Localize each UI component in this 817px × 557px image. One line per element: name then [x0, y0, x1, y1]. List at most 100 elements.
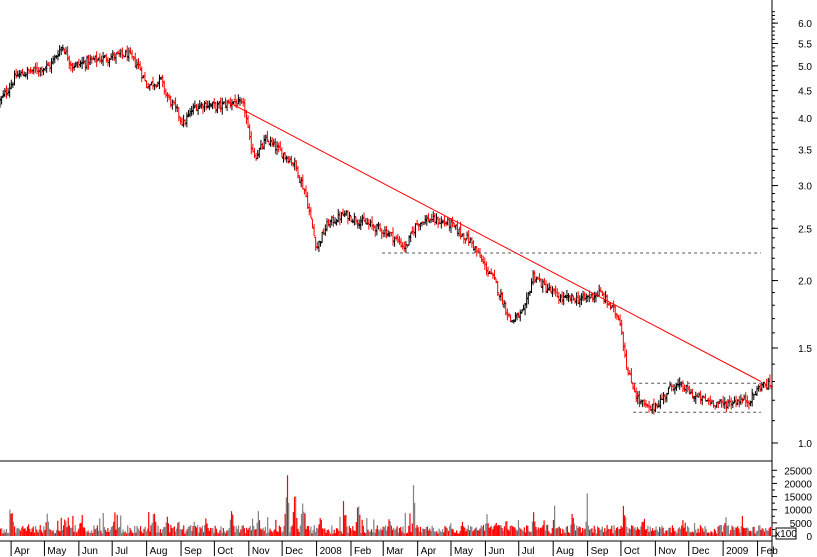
volume-bar	[247, 529, 249, 536]
volume-bar	[85, 530, 87, 536]
volume-tick-label: 0	[806, 532, 812, 543]
volume-bar	[689, 531, 691, 536]
volume-bar	[326, 530, 328, 536]
volume-bar	[521, 529, 523, 536]
volume-bar	[690, 532, 692, 536]
volume-bar	[50, 529, 52, 536]
volume-bar	[74, 525, 76, 536]
volume-bar	[150, 525, 152, 536]
volume-bar	[358, 506, 360, 536]
volume-bar	[428, 530, 430, 536]
volume-bar	[311, 533, 313, 536]
volume-bar	[516, 530, 518, 536]
volume-bar	[765, 527, 767, 536]
volume-bar	[242, 525, 244, 536]
volume-bar	[296, 518, 298, 536]
volume-bar	[201, 525, 203, 536]
volume-bar	[717, 526, 719, 536]
volume-bar	[616, 527, 619, 536]
volume-bar	[193, 521, 195, 536]
volume-bar	[104, 529, 107, 536]
volume-bar	[494, 524, 496, 536]
volume-bar	[709, 533, 711, 536]
volume-bar	[565, 527, 567, 536]
volume-bar	[759, 525, 761, 536]
volume-bar	[479, 528, 481, 536]
volume-bar	[747, 528, 749, 536]
x-axis-ticks: Apr May Jun Jul Aug Sep Oct Nov Dec 2008 Feb Mar Apr…	[10, 541, 778, 557]
volume-bar	[653, 530, 655, 536]
volume-bar	[430, 530, 432, 536]
volume-bar	[660, 528, 662, 536]
volume-bar	[595, 533, 598, 536]
volume-bar	[89, 532, 92, 536]
volume-bar	[20, 527, 23, 536]
volume-bar	[414, 502, 416, 536]
volume-bar	[299, 525, 301, 536]
volume-bar	[66, 527, 68, 536]
volume-bar	[270, 530, 272, 536]
volume-bar	[260, 528, 262, 536]
volume-bar	[275, 519, 277, 536]
volume-bar	[97, 530, 100, 536]
volume-bar	[572, 517, 574, 536]
volume-bar	[760, 529, 762, 536]
volume-bar	[235, 526, 237, 536]
volume-bar	[458, 533, 460, 536]
volume-bar	[286, 475, 289, 536]
volume-bar	[437, 533, 439, 536]
price-tick-label: 1.0	[798, 439, 812, 450]
volume-bar	[541, 527, 543, 536]
volume-bar	[344, 515, 346, 536]
volume-bar	[411, 523, 413, 536]
volume-bar	[1, 528, 3, 536]
volume-bar	[401, 531, 403, 536]
volume-bar	[561, 533, 563, 536]
volume-bar	[637, 528, 640, 536]
x-axis-label: Jun	[488, 546, 504, 557]
volume-bar	[65, 521, 67, 536]
volume-bar	[209, 527, 212, 536]
volume-bar	[171, 528, 173, 536]
volume-bar	[165, 522, 167, 536]
volume-bar	[167, 523, 170, 536]
volume-bar	[191, 530, 193, 536]
volume-bar	[246, 527, 248, 536]
volume-bar	[137, 528, 139, 536]
volume-bar	[136, 525, 138, 536]
volume-bar	[81, 515, 83, 536]
volume-bar	[537, 527, 539, 536]
volume-bar	[230, 511, 233, 536]
volume-bar	[633, 528, 635, 536]
volume-bar	[395, 528, 397, 536]
price-tick-label: 3.5	[798, 145, 812, 156]
volume-bar	[402, 526, 404, 536]
volume-bar	[200, 528, 202, 536]
volume-bar	[682, 520, 684, 536]
volume-tick-label: 25000	[784, 466, 812, 477]
volume-bar	[111, 526, 114, 536]
volume-bar	[552, 519, 555, 536]
volume-bar	[515, 529, 517, 536]
volume-bar	[523, 527, 525, 536]
volume-bar	[95, 528, 97, 536]
x-axis-label: Feb	[354, 546, 372, 557]
volume-bar	[647, 525, 649, 536]
volume-bar	[292, 512, 294, 536]
x-axis-label: 2009	[726, 546, 749, 557]
volume-bar	[538, 528, 541, 536]
volume-bar	[477, 530, 479, 536]
volume-bar	[309, 530, 311, 536]
volume-bar	[115, 529, 117, 536]
volume-bar	[472, 531, 474, 536]
volume-bar	[608, 529, 611, 536]
volume-bar	[351, 530, 353, 536]
volume-bar	[25, 530, 27, 536]
volume-bar	[169, 532, 171, 536]
volume-bar	[435, 531, 437, 536]
volume-bar	[568, 532, 570, 536]
volume-bar	[661, 525, 663, 536]
volume-bar	[341, 533, 343, 536]
volume-bar	[255, 529, 257, 536]
volume-bar	[500, 525, 502, 536]
